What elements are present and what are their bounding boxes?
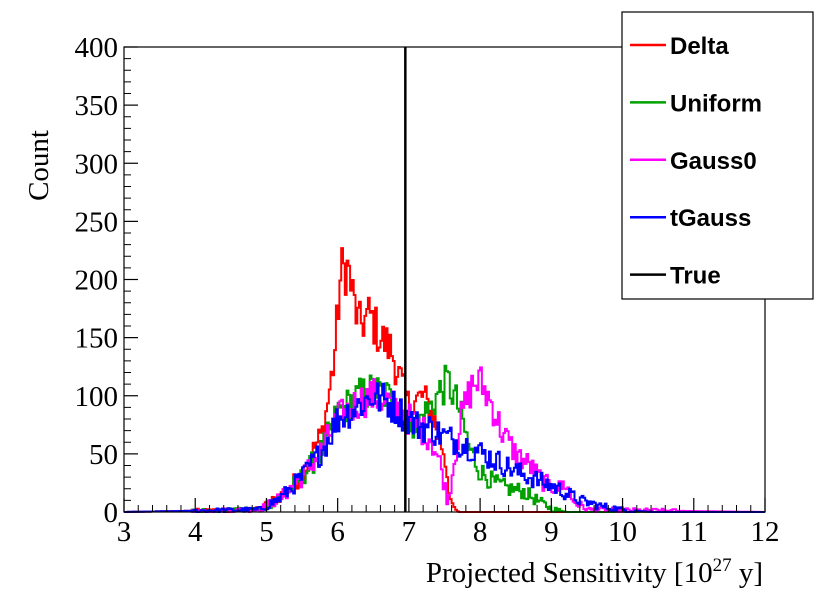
x-tick-label: 8	[473, 516, 488, 548]
y-axis-label: Count	[23, 130, 55, 201]
x-tick-label: 4	[188, 516, 203, 548]
x-tick-label: 12	[751, 516, 780, 548]
legend: Delta Uniform Gauss0 tGauss True	[622, 12, 813, 299]
x-axis-ticks: 3 4 5 6 7 8 9 10 11 12	[117, 498, 780, 548]
y-tick-label: 300	[75, 148, 119, 180]
x-tick-label: 7	[402, 516, 417, 548]
y-tick-label: 150	[75, 323, 119, 355]
y-tick-label: 50	[89, 439, 118, 471]
x-tick-label: 3	[117, 516, 132, 548]
x-tick-label: 5	[259, 516, 274, 548]
x-axis-label-exponent: 27	[713, 555, 732, 576]
legend-label-gauss0: Gauss0	[670, 148, 757, 175]
x-tick-label: 6	[330, 516, 345, 548]
legend-label-tgauss: tGauss	[670, 205, 751, 232]
x-tick-label: 10	[608, 516, 637, 548]
y-axis-ticks: 0 50 100 150 200 250 300 350 400	[75, 32, 139, 529]
legend-label-true: True	[670, 263, 721, 290]
x-axis-label-unit: y]	[732, 557, 763, 589]
y-tick-label: 0	[104, 497, 119, 529]
x-tick-label: 9	[544, 516, 559, 548]
x-axis-label-main: Projected Sensitivity [10	[426, 557, 713, 589]
histogram-chart: 3 4 5 6 7 8 9 10 11 12 0 50 100 150 200 250 300 350 400 C…	[0, 0, 830, 602]
y-tick-label: 100	[75, 381, 119, 413]
legend-label-delta: Delta	[670, 33, 729, 60]
y-tick-label: 400	[75, 32, 119, 64]
x-tick-label: 11	[680, 516, 708, 548]
y-tick-label: 350	[75, 90, 119, 122]
y-tick-label: 250	[75, 206, 119, 238]
x-axis-label: Projected Sensitivity [1027 y]	[426, 555, 763, 589]
y-tick-label: 200	[75, 265, 119, 297]
legend-label-uniform: Uniform	[670, 90, 762, 117]
